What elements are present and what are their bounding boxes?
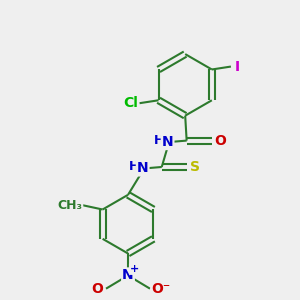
Text: N: N <box>162 135 173 149</box>
Text: O: O <box>214 134 226 148</box>
Text: N: N <box>122 268 134 283</box>
Text: H: H <box>129 160 139 173</box>
Text: N: N <box>137 161 148 176</box>
Text: O: O <box>91 282 103 296</box>
Text: O⁻: O⁻ <box>152 282 171 296</box>
Text: S: S <box>190 160 200 174</box>
Text: I: I <box>235 60 240 74</box>
Text: Cl: Cl <box>123 96 138 110</box>
Text: +: + <box>130 264 139 274</box>
Text: CH₃: CH₃ <box>57 199 82 212</box>
Text: H: H <box>154 134 164 147</box>
